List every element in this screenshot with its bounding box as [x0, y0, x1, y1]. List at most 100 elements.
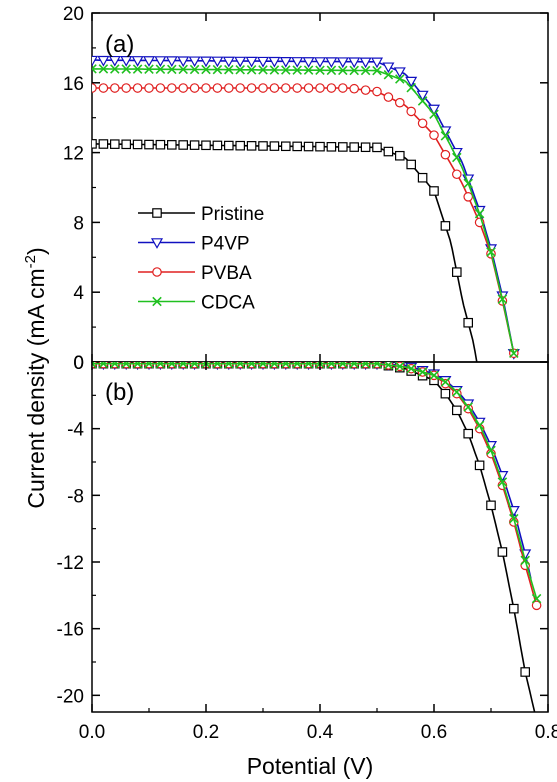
data-point-p4vp	[92, 55, 99, 67]
data-point-cdca	[440, 377, 451, 387]
data-point-pristine	[109, 139, 120, 149]
data-point-cdca	[281, 65, 291, 75]
data-point-cdca	[315, 65, 325, 76]
data-point-cdca	[98, 362, 109, 369]
legend-label-pristine: Pristine	[201, 204, 264, 225]
data-point-p4vp	[256, 56, 270, 68]
data-point-pristine	[486, 500, 496, 511]
data-point-pvba	[269, 83, 280, 93]
data-point-pvba	[417, 118, 428, 129]
data-point-cdca	[121, 362, 131, 369]
x-tick-label: 0.4	[307, 722, 334, 743]
data-point-pvba	[303, 83, 314, 93]
data-point-p4vp	[279, 57, 292, 68]
data-point-cdca	[258, 362, 268, 369]
data-point-cdca	[212, 64, 223, 75]
data-point-cdca	[486, 445, 496, 456]
data-point-pvba	[280, 83, 291, 93]
data-point-pristine	[281, 141, 291, 152]
data-point-p4vp	[142, 56, 156, 67]
data-point-p4vp	[177, 56, 190, 68]
data-point-p4vp	[325, 57, 338, 69]
data-point-pristine	[144, 139, 154, 150]
data-point-pvba	[463, 192, 473, 202]
x-tick-label: 0.0	[79, 722, 105, 743]
legend-label-p4vp: P4VP	[201, 234, 250, 255]
y-tick-label: 8	[73, 213, 84, 234]
data-point-pvba	[132, 83, 143, 93]
data-point-p4vp	[359, 57, 372, 69]
data-point-cdca	[178, 64, 188, 75]
data-point-cdca	[406, 363, 416, 374]
data-point-cdca	[509, 348, 519, 359]
data-point-pristine	[292, 141, 302, 152]
data-point-pristine	[452, 405, 462, 416]
data-point-cdca	[121, 64, 131, 74]
data-point-cdca	[372, 65, 382, 76]
y-tick-label: -8	[67, 486, 84, 507]
data-point-p4vp	[302, 57, 315, 68]
panel-b: 0 -4 -8 -12 -16 -20	[57, 353, 549, 713]
data-point-cdca	[326, 362, 337, 369]
data-point-pvba	[372, 86, 382, 97]
data-point-pvba	[212, 83, 223, 93]
data-point-pvba	[360, 85, 371, 95]
data-point-p4vp	[234, 56, 247, 68]
data-point-pristine	[463, 428, 473, 439]
data-point-pristine	[509, 603, 519, 614]
data-point-p4vp	[199, 56, 213, 68]
data-point-cdca	[98, 64, 109, 74]
data-point-p4vp	[416, 90, 429, 102]
y-tick-label: 0	[73, 353, 84, 374]
data-point-cdca	[406, 82, 416, 93]
y-tick-label: 0	[73, 353, 84, 374]
data-point-pristine	[372, 142, 382, 153]
data-point-pvba	[92, 83, 97, 93]
y-tick-label: -12	[57, 553, 84, 574]
legend-marker	[152, 267, 162, 277]
data-point-pristine	[155, 139, 166, 150]
y-tick-label: -4	[67, 420, 84, 441]
data-point-pvba	[440, 149, 451, 160]
data-point-pristine	[92, 139, 97, 149]
data-point-pristine	[224, 140, 234, 151]
legend-marker	[152, 296, 162, 307]
data-point-pvba	[224, 83, 234, 93]
data-point-pristine	[417, 172, 428, 183]
data-point-p4vp	[165, 56, 178, 68]
data-point-cdca	[417, 96, 428, 106]
data-point-pristine	[246, 141, 257, 151]
data-point-cdca	[429, 109, 439, 119]
y-tick-label: -16	[57, 620, 84, 641]
data-point-pristine	[189, 140, 200, 150]
data-point-cdca	[395, 362, 405, 372]
data-point-pristine	[201, 140, 211, 151]
data-point-cdca	[189, 64, 200, 75]
legend: Pristine P4VP PVBA CDCA	[138, 204, 264, 314]
data-point-cdca	[224, 64, 234, 75]
data-point-p4vp	[222, 56, 235, 68]
series-line-p4vp	[92, 59, 515, 354]
data-point-cdca	[212, 362, 223, 369]
data-point-cdca	[246, 65, 257, 75]
data-point-pvba	[110, 83, 120, 93]
data-point-pvba	[258, 83, 268, 93]
y-tick-label: 4	[73, 283, 84, 304]
data-point-pvba	[189, 83, 200, 93]
data-point-cdca	[269, 65, 280, 75]
data-point-cdca	[167, 64, 177, 75]
data-point-cdca	[531, 593, 542, 604]
data-point-pristine	[235, 140, 245, 151]
legend-marker	[152, 208, 162, 218]
data-point-pvba	[178, 83, 188, 93]
data-point-pristine	[406, 159, 416, 170]
data-point-cdca	[235, 362, 245, 369]
legend-marker	[150, 238, 164, 249]
data-point-cdca	[224, 362, 234, 369]
data-point-cdca	[372, 362, 382, 369]
data-point-cdca	[520, 555, 530, 566]
plot-frame	[91, 361, 549, 713]
data-point-pvba	[429, 130, 439, 140]
data-point-cdca	[417, 367, 428, 377]
